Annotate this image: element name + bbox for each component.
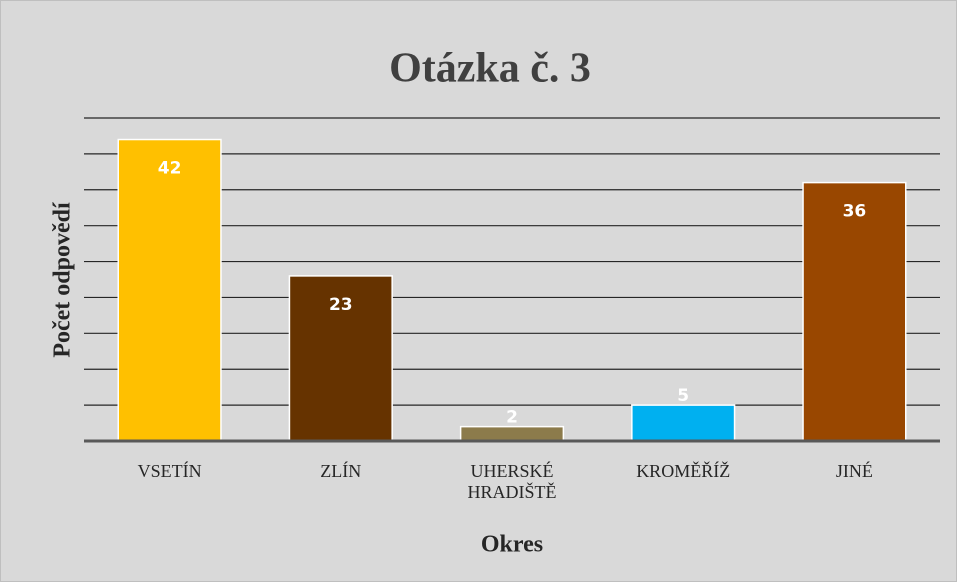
bar: [631, 404, 736, 442]
x-tick-label: VSETÍN: [137, 461, 202, 481]
x-tick-label: JINÉ: [835, 461, 873, 481]
data-label: 23: [329, 295, 353, 315]
x-tick-label: UHERSKÉ HRADIŠTĚ: [467, 461, 557, 502]
chart-title: Otázka č. 3: [389, 46, 591, 92]
data-label: 5: [677, 386, 689, 406]
x-tick-label: ZLÍN: [320, 461, 362, 481]
x-tick-label: KROMĚŘÍŽ: [636, 461, 731, 481]
bar: [459, 425, 565, 442]
bar: [117, 138, 222, 442]
data-label: 36: [843, 202, 867, 222]
x-axis-title: Okres: [481, 532, 543, 558]
data-label: 2: [506, 408, 518, 428]
data-label: 42: [158, 159, 182, 179]
y-axis-title: Počet odpovědí: [50, 202, 76, 358]
bar: [802, 181, 907, 442]
